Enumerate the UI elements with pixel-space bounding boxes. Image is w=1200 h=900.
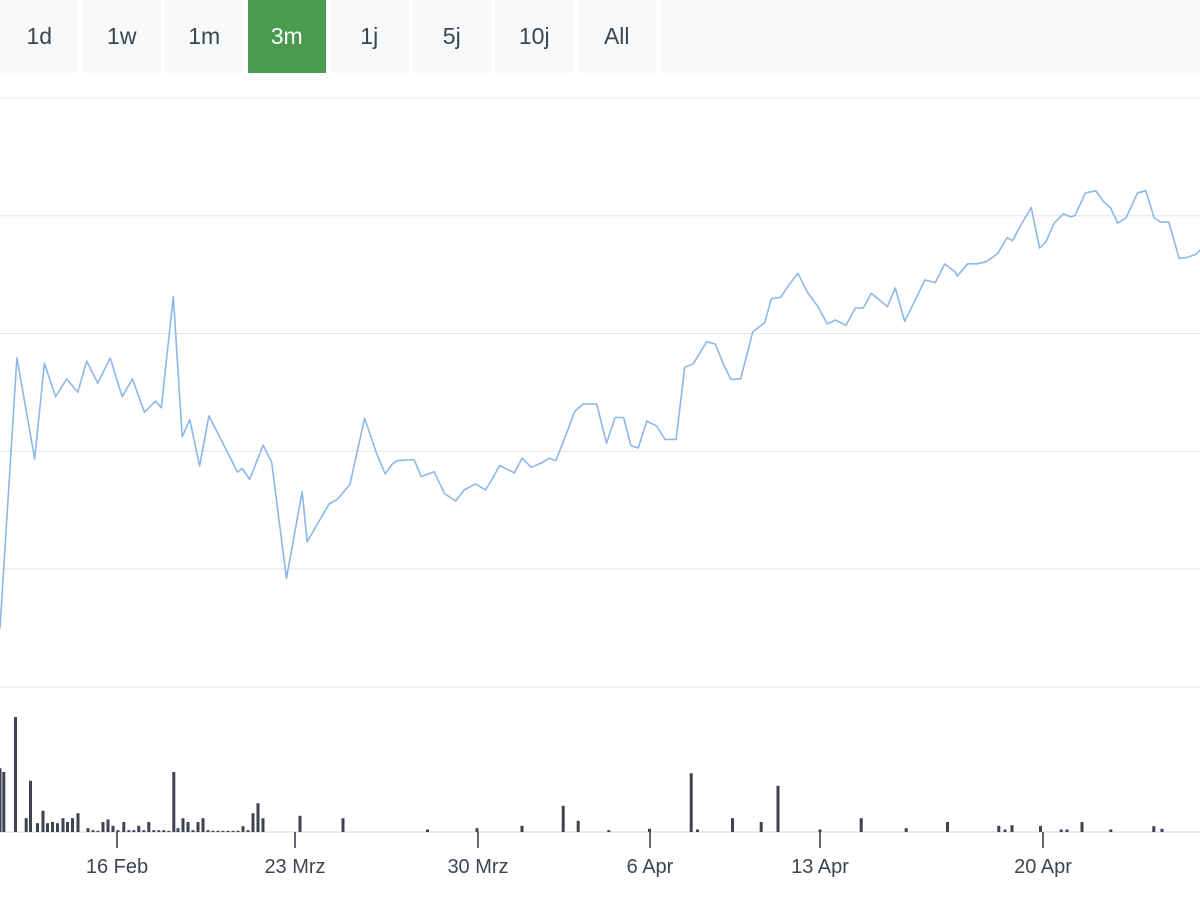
svg-text:30 Mrz: 30 Mrz: [447, 856, 508, 878]
svg-text:16 Feb: 16 Feb: [86, 856, 148, 878]
svg-text:23 Mrz: 23 Mrz: [264, 856, 325, 878]
svg-text:13 Apr: 13 Apr: [791, 856, 849, 878]
svg-text:20 Apr: 20 Apr: [1014, 856, 1072, 878]
svg-text:6 Apr: 6 Apr: [627, 856, 674, 878]
